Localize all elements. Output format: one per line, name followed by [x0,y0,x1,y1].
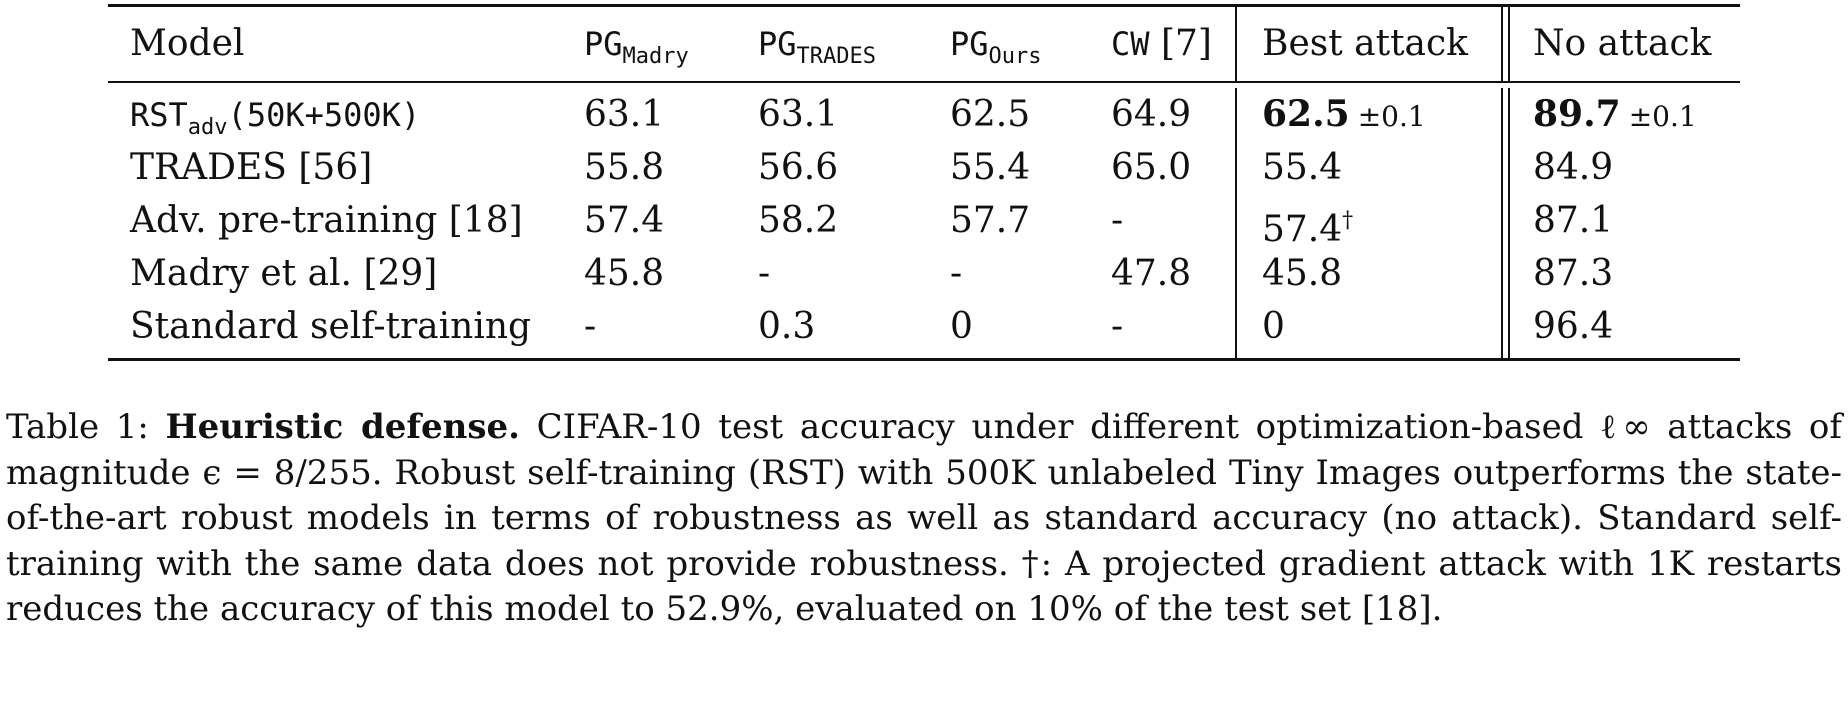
row-pg-trades: 58.2 [758,200,839,241]
row-pg-ours: - [950,253,963,294]
column-separator [1235,7,1237,81]
table-header-rule [108,81,1740,83]
table-row: Adv. pre-training [18] 57.4 58.2 57.7 - … [108,194,1740,250]
header-pg-trades: PGTRADES [758,25,877,69]
column-separator [1235,88,1237,361]
row-best-attack: 57.4† [1262,208,1354,250]
column-separator-double-left [1501,7,1503,81]
header-cw: CW [7] [1111,23,1212,64]
row-pg-trades: 63.1 [758,94,839,135]
table-row: Standard self-training - 0.3 0 - 0 96.4 [108,300,1740,358]
row-pg-ours: 62.5 [950,94,1031,135]
table-bottom-rule [108,358,1740,361]
row-pg-ours: 0 [950,306,973,347]
row-pg-trades: - [758,253,771,294]
row-cw: - [1111,306,1124,347]
row-best-attack: 55.4 [1262,147,1343,188]
dagger-mark: † [1342,208,1354,233]
column-separator-double-left [1501,88,1503,361]
row-model: Adv. pre-training [18] [130,200,523,241]
row-pg-ours: 55.4 [950,147,1031,188]
caption-text: CIFAR-10 test accuracy under different o… [6,407,1842,630]
row-pg-trades: 0.3 [758,306,816,347]
table-body: RSTadv(50K+500K) 63.1 63.1 62.5 64.9 62.… [108,88,1740,361]
row-no-attack: 89.7 ±0.1 [1533,93,1697,135]
results-table: Model PGMadry PGTRADES PGOurs CW [7] Bes… [108,4,1740,361]
row-cw: - [1111,200,1124,241]
row-best-attack: 0 [1262,306,1285,347]
table-caption: Table 1: Heuristic defense. CIFAR-10 tes… [6,405,1842,633]
row-no-attack: 87.1 [1533,200,1614,241]
column-separator-double-right [1508,88,1510,361]
row-cw: 47.8 [1111,253,1192,294]
row-pg-trades: 56.6 [758,147,839,188]
row-cw: 65.0 [1111,147,1192,188]
row-pg-madry: 55.8 [584,147,665,188]
table-row: RSTadv(50K+500K) 63.1 63.1 62.5 64.9 62.… [108,88,1740,141]
row-model: RSTadv(50K+500K) [130,96,421,140]
row-pg-madry: - [584,306,597,347]
table-top-rule [108,4,1740,7]
header-pg-madry: PGMadry [584,25,689,69]
row-pg-madry: 45.8 [584,253,665,294]
header-no-attack: No attack [1533,23,1712,64]
row-pg-madry: 63.1 [584,94,665,135]
row-best-attack: 45.8 [1262,253,1343,294]
caption-label: Table 1: [6,407,166,447]
row-no-attack: 87.3 [1533,253,1614,294]
row-pg-madry: 57.4 [584,200,665,241]
row-model: Standard self-training [130,306,532,347]
row-pg-ours: 57.7 [950,200,1031,241]
header-best-attack: Best attack [1262,23,1468,64]
table-row: Madry et al. [29] 45.8 - - 47.8 45.8 87.… [108,247,1740,300]
row-cw: 64.9 [1111,94,1192,135]
row-no-attack: 96.4 [1533,306,1614,347]
row-model: Madry et al. [29] [130,253,438,294]
table-header-row: Model PGMadry PGTRADES PGOurs CW [7] Bes… [108,7,1740,81]
header-model: Model [130,23,245,64]
table-row: TRADES [56] 55.8 56.6 55.4 65.0 55.4 84.… [108,141,1740,194]
row-best-attack: 62.5 ±0.1 [1262,93,1426,135]
row-no-attack: 84.9 [1533,147,1614,188]
row-model: TRADES [56] [130,147,373,188]
column-separator-double-right [1508,7,1510,81]
header-pg-ours: PGOurs [950,25,1042,69]
caption-title: Heuristic defense. [165,407,520,447]
